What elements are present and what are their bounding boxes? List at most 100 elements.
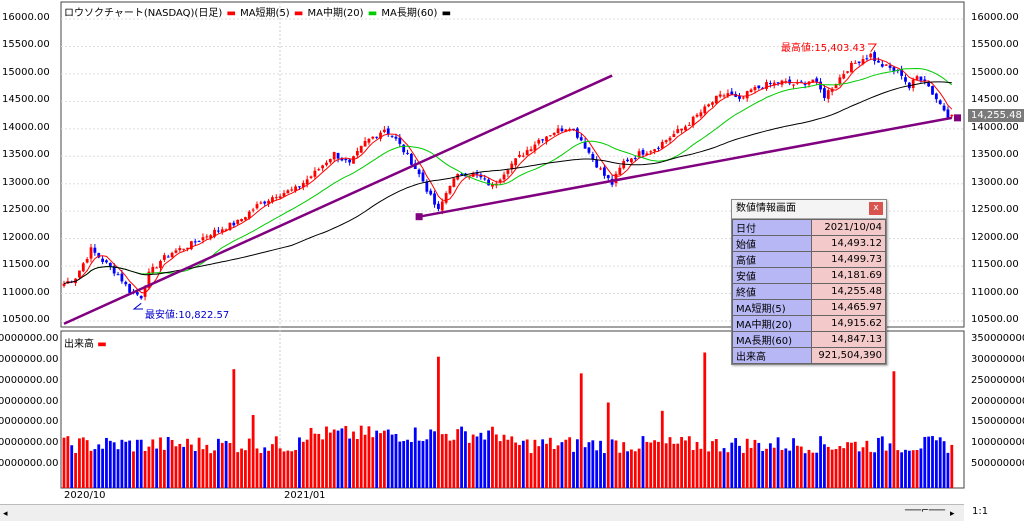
volume-bar xyxy=(799,446,803,488)
candle-body xyxy=(483,178,487,180)
volume-bar xyxy=(776,437,780,488)
candle-body xyxy=(251,209,255,211)
candle-body xyxy=(62,283,66,286)
candle-body xyxy=(749,89,753,92)
volume-bar xyxy=(139,439,143,488)
scroll-right-icon[interactable]: ▸ xyxy=(950,509,955,519)
volume-bar xyxy=(622,442,626,488)
candle-body xyxy=(521,155,525,157)
volume-bar xyxy=(614,440,618,488)
candle-body xyxy=(410,153,413,165)
x-label-2020-10: 2020/10 xyxy=(64,490,106,501)
volume-bar xyxy=(649,442,653,488)
candle-body xyxy=(244,217,247,220)
candle-body xyxy=(143,288,147,297)
volume-tick-left: 0000000.00 xyxy=(0,437,59,449)
close-icon[interactable]: x xyxy=(869,202,883,215)
candle-body xyxy=(811,79,815,83)
volume-bar xyxy=(934,440,938,488)
volume-bar xyxy=(579,373,583,488)
volume-bar xyxy=(386,429,390,488)
candle-body xyxy=(332,152,336,160)
volume-bar xyxy=(892,371,896,488)
price-tick-left: 12500.00 xyxy=(2,204,50,216)
low-annotation: 最安値:10,822.57 xyxy=(145,310,230,321)
volume-bar xyxy=(298,437,301,488)
volume-bar xyxy=(653,440,656,488)
candle-body xyxy=(726,93,730,97)
volume-bar xyxy=(676,443,680,488)
volume-bar xyxy=(479,432,483,488)
legend-ma-long-swatch: ▬ xyxy=(367,8,378,19)
candle-body xyxy=(182,248,186,250)
price-tick-right: 15500.00 xyxy=(971,39,1019,51)
candle-body xyxy=(263,201,267,204)
candle-body xyxy=(888,65,892,68)
volume-bar xyxy=(348,438,352,488)
candle-body xyxy=(865,58,869,60)
candle-body xyxy=(220,229,224,233)
volume-bar xyxy=(116,449,120,488)
volume-bar xyxy=(367,426,371,488)
volume-bar xyxy=(741,452,745,488)
data-window-key: MA短期(5) xyxy=(732,299,812,316)
trendline-handle xyxy=(415,213,423,221)
candle-body xyxy=(938,100,942,105)
volume-bar xyxy=(510,436,514,488)
low-pointer xyxy=(132,302,143,310)
scroll-left-icon[interactable]: ◂ xyxy=(3,509,8,519)
candle-body xyxy=(286,190,290,194)
candle-body xyxy=(240,219,243,222)
volume-tick-left: 0000000.00 xyxy=(0,395,59,407)
volume-bar xyxy=(132,451,135,488)
volume-bar xyxy=(220,442,224,488)
candle-body xyxy=(514,158,518,166)
data-window-value: 14,847.13 xyxy=(811,331,886,348)
volume-bar xyxy=(869,451,873,488)
volume-legend-label: 出来高 xyxy=(64,339,94,350)
trendline-handle xyxy=(954,114,961,122)
volume-bar xyxy=(475,436,479,488)
candle-body xyxy=(869,53,873,58)
data-window[interactable]: 数値情報画面 x 日付 2021/10/04 始値 14,493.12 高値 14,499… xyxy=(731,199,887,365)
price-tick-right: 13500.00 xyxy=(971,149,1019,161)
volume-bar xyxy=(525,439,529,488)
data-window-titlebar[interactable]: 数値情報画面 x xyxy=(732,200,886,219)
data-window-value: 14,499.73 xyxy=(811,251,886,268)
candle-body xyxy=(819,81,822,90)
price-tick-left: 14000.00 xyxy=(2,121,50,133)
zoom-slider[interactable]: ───⌐─── xyxy=(905,506,946,516)
volume-bar xyxy=(394,433,398,488)
data-window-value: 921,504,390 xyxy=(811,347,886,364)
candle-body xyxy=(915,76,919,80)
horizontal-scrollbar[interactable]: ◂ ▸ xyxy=(0,504,964,521)
volume-bar xyxy=(788,450,792,488)
candle-body xyxy=(170,252,174,258)
volume-bar xyxy=(305,439,309,488)
data-window-row: MA長期(60) 14,847.13 xyxy=(732,331,886,348)
candle-body xyxy=(846,71,849,73)
candle-body xyxy=(560,128,564,132)
candle-body xyxy=(386,128,390,135)
candle-body xyxy=(394,136,398,139)
candle-body xyxy=(93,247,97,253)
candle-body xyxy=(174,250,178,253)
volume-bar xyxy=(900,452,904,488)
volume-bar xyxy=(120,439,124,488)
volume-bar xyxy=(568,437,572,488)
volume-bar xyxy=(521,440,525,488)
candle-body xyxy=(784,81,788,83)
volume-tick-left: 0000000.00 xyxy=(0,374,59,386)
candle-body xyxy=(228,222,232,230)
volume-bar xyxy=(213,450,216,488)
legend-ma-long-line-swatch: ▬ xyxy=(441,8,452,19)
volume-bar xyxy=(545,443,548,488)
x-label-2021-01: 2021/01 xyxy=(284,490,326,501)
volume-bar xyxy=(765,448,768,488)
volume-bar xyxy=(267,450,270,488)
candle-body xyxy=(375,136,379,138)
volume-bar xyxy=(687,436,691,488)
volume-bar xyxy=(603,453,606,488)
volume-bar xyxy=(853,441,857,488)
volume-bar xyxy=(919,448,923,488)
